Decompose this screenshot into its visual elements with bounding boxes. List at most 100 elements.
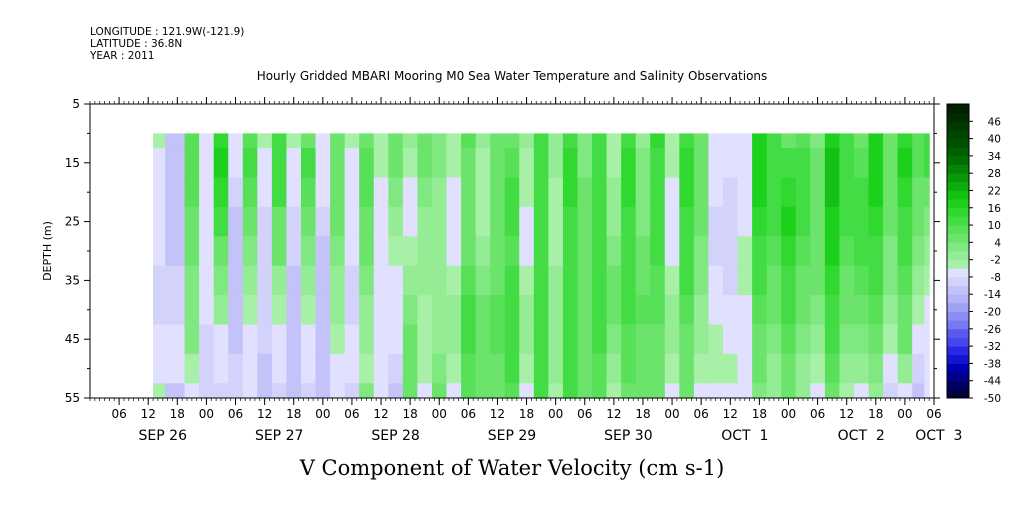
heatmap-cell [504,206,520,237]
colorbar-swatch [947,320,969,330]
heatmap-cell [165,177,186,208]
x-tick-label: 18 [170,407,185,421]
heatmap-cell [897,324,913,355]
heatmap-cell [461,295,477,326]
heatmap-cell [810,324,826,355]
heatmap-cell [446,265,462,296]
heatmap-cell [184,353,200,384]
heatmap-cell [635,324,651,355]
heatmap-cell [431,265,448,296]
heatmap-cell [853,206,870,237]
heatmap-cell [344,383,360,399]
heatmap-cell [402,236,419,267]
heatmap-cell [359,353,375,384]
heatmap-cell [562,148,579,179]
heatmap-cell [446,177,462,208]
heatmap-cell [577,206,593,237]
heatmap-cell [693,383,710,399]
heatmap-cell [315,265,331,296]
colorbar-label: 46 [988,116,1002,128]
y-tick-label: 15 [65,156,80,170]
heatmap-cell [213,206,229,237]
heatmap-cell [373,353,389,384]
heatmap-cell [737,295,753,326]
heatmap-cell [153,177,166,208]
heatmap-cell [824,324,841,355]
heatmap-cell [824,133,841,149]
heatmap-cell [548,177,564,208]
heatmap-cell [693,295,710,326]
heatmap-cell [165,383,186,399]
heatmap-cell [213,133,229,149]
colorbar-swatch [947,216,969,226]
colorbar-frame [946,103,970,399]
heatmap-cell [330,383,346,399]
heatmap-cell [897,383,913,399]
heatmap-cell [257,324,273,355]
colorbar-swatch [947,346,969,356]
heatmap-cell [621,265,637,296]
heatmap-cell [737,133,753,149]
heatmap-cell [213,177,229,208]
heatmap-cell [504,295,520,326]
heatmap-cell [650,383,666,399]
heatmap-cell [301,265,317,296]
heatmap-cell [330,265,346,296]
heatmap-cell [548,206,564,237]
heatmap-cell [431,148,448,179]
heatmap-cell [679,177,695,208]
heatmap-cell [431,177,448,208]
heatmap-cell [897,236,913,267]
heatmap-cell [301,353,317,384]
heatmap-cell [475,133,491,149]
heatmap-cell [213,295,229,326]
colorbar-swatch [947,363,969,373]
heatmap-cell [490,133,506,149]
heatmap-cell [165,353,186,384]
heatmap-cell [417,265,433,296]
heatmap-cell [795,265,811,296]
heatmap-cell [664,353,680,384]
heatmap-cell [693,206,710,237]
heatmap-cell [577,383,593,399]
heatmap-cell [868,295,884,326]
heatmap-cell [475,148,491,179]
heatmap-cell [446,236,462,267]
heatmap-cell [533,295,549,326]
heatmap-cell [402,148,419,179]
heatmap-cell [562,324,579,355]
heatmap-cell [635,148,651,179]
heatmap-cell [153,324,166,355]
heatmap-cell [228,133,244,149]
heatmap-cell [752,353,768,384]
heatmap-cell [388,324,404,355]
heatmap-cell [650,236,666,267]
heatmap-cell [242,236,258,267]
heatmap-cell [708,133,724,149]
colorbar-swatch [947,190,969,200]
heatmap-cell [621,383,637,399]
heatmap-cell [359,133,375,149]
heatmap-cell [592,133,608,149]
heatmap-cell [752,236,768,267]
heatmap-cell [446,353,462,384]
heatmap-cell [315,324,331,355]
heatmap-cell [853,383,870,399]
heatmap-cell [679,133,695,149]
heatmap-cell [165,265,186,296]
heatmap-cell [795,295,811,326]
heatmap-cell [577,236,593,267]
heatmap-cell [359,324,375,355]
heatmap-cell [490,206,506,237]
heatmap-cell [388,295,404,326]
heatmap-cell [795,236,811,267]
heatmap-cell [897,133,913,149]
x-tick-label: 18 [519,407,534,421]
heatmap-cell [330,148,346,179]
colorbar-swatch [947,199,969,209]
heatmap-cell [650,353,666,384]
heatmap-cell [912,353,925,384]
heatmap-cell [839,265,855,296]
heatmap-cell [301,383,317,399]
heatmap-cell [924,324,930,355]
